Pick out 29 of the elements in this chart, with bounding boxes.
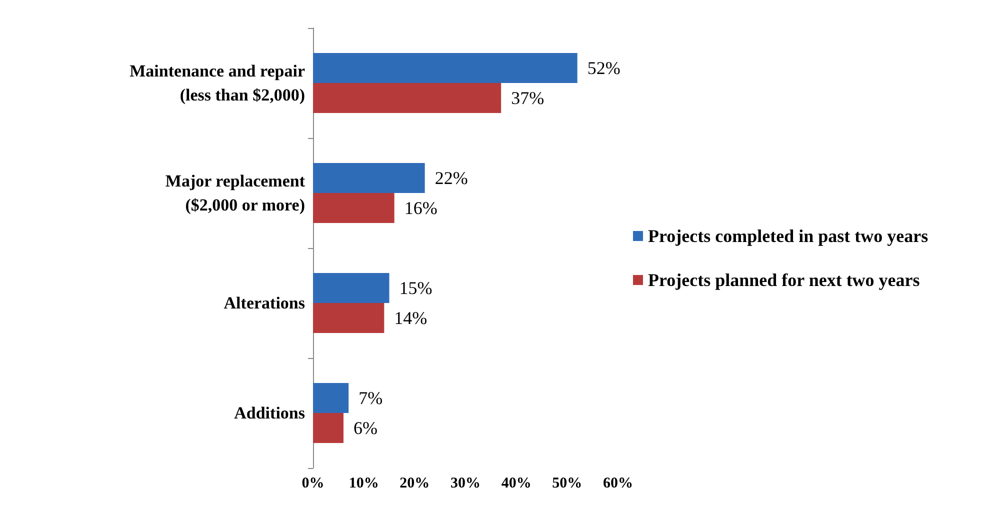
- x-tick-label: 30%: [450, 476, 480, 492]
- bar: [313, 303, 384, 333]
- x-tick-label: 0%: [302, 476, 324, 492]
- x-tick-label: 20%: [400, 476, 430, 492]
- x-tick-label: 50%: [552, 476, 582, 492]
- bar: [313, 163, 425, 193]
- bar: [313, 83, 502, 113]
- data-label: 15%: [399, 278, 432, 298]
- legend-label: Projects completed in past two years: [648, 226, 928, 246]
- data-label: 16%: [404, 198, 438, 218]
- data-label: 14%: [394, 308, 428, 328]
- y-tick-label: Maintenance and repair (less than $2,000): [130, 62, 306, 104]
- x-tick-label: 40%: [501, 476, 532, 492]
- y-tick-label: Alterations: [224, 294, 306, 312]
- bar: [313, 383, 349, 413]
- x-tick-label: 60%: [603, 476, 633, 492]
- bar: [313, 273, 390, 303]
- data-label: 22%: [434, 168, 468, 188]
- x-tick-label: 10%: [348, 476, 379, 492]
- data-label: 6%: [354, 418, 378, 438]
- bar: [313, 413, 344, 443]
- data-label: 7%: [358, 388, 383, 408]
- data-label: 52%: [587, 58, 620, 78]
- bar: [313, 193, 394, 223]
- data-label: 37%: [511, 88, 544, 108]
- bar: [313, 53, 578, 83]
- y-tick-label: Major replacement ($2,000 or more): [165, 172, 306, 214]
- legend-label: Projects planned for next two years: [648, 270, 920, 290]
- y-tick-label: Additions: [234, 404, 306, 422]
